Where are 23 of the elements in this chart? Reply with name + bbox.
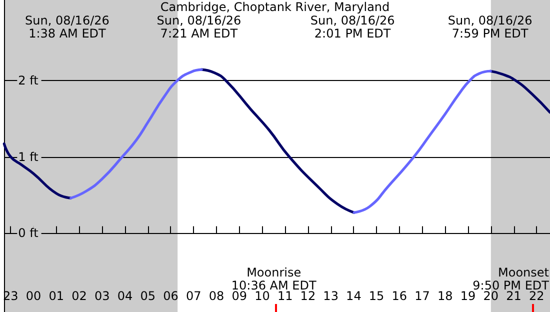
x-tick-label: 14 (346, 289, 362, 303)
x-tick-label: 15 (368, 289, 384, 303)
x-tick-label: 00 (26, 289, 42, 303)
x-tick-label: 05 (140, 289, 156, 303)
x-tick-label: 13 (323, 289, 338, 303)
x-tick-label: 06 (163, 289, 178, 303)
x-tick-label: 16 (392, 289, 408, 303)
annotation: Sun, 08/16/26 7:59 PM EDT (448, 14, 532, 40)
y-tick-label: 0 ft (18, 226, 39, 240)
x-tick-label: 03 (94, 289, 110, 303)
x-tick-label: 02 (72, 289, 87, 303)
x-tick-label: 07 (186, 289, 202, 303)
x-tick-label: 01 (48, 289, 64, 303)
y-tick-label: 1 ft (18, 150, 39, 164)
x-tick-label: 18 (438, 289, 453, 303)
x-tick-label: 04 (117, 289, 133, 303)
annotation: Sun, 08/16/26 7:21 AM EDT (156, 14, 242, 40)
annotation: Sun, 08/16/26 2:01 PM EDT (310, 14, 395, 40)
x-tick-label: 17 (414, 289, 430, 303)
annotation: Sun, 08/16/26 1:38 AM EDT (25, 14, 110, 40)
chart-title: Cambridge, Choptank River, Maryland (160, 0, 390, 14)
x-tick-label: 08 (208, 289, 224, 303)
y-tick-label: 2 ft (18, 73, 39, 88)
